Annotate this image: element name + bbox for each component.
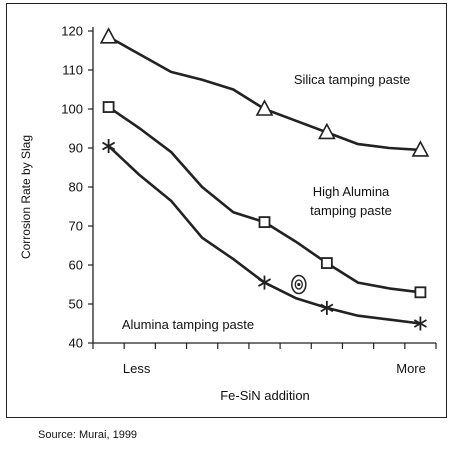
y-tick-label: 100 — [61, 102, 83, 117]
series-square — [102, 101, 427, 299]
annotation-label: Alumina tamping paste — [122, 317, 254, 332]
square-marker — [102, 101, 115, 113]
y-tick-label: 90 — [69, 141, 83, 156]
triangle-marker — [99, 27, 118, 44]
x-label-less: Less — [123, 361, 151, 376]
square-marker — [258, 216, 271, 229]
source-note: Source: Murai, 1999 — [38, 429, 138, 441]
series-line — [107, 35, 421, 152]
series-asterisk — [102, 139, 427, 331]
triangle-marker — [411, 140, 430, 157]
triangle-marker — [255, 99, 274, 116]
chart-frame — [6, 3, 447, 418]
y-tick-label: 80 — [69, 180, 83, 195]
y-tick-label: 120 — [61, 24, 83, 39]
square-marker — [414, 286, 427, 299]
y-tick-label: 70 — [69, 219, 83, 234]
y-tick-label: 110 — [62, 63, 83, 78]
asterisk-marker-stroke — [413, 319, 427, 328]
triangle-marker — [318, 122, 336, 140]
x-label-more: More — [396, 361, 426, 376]
asterisk-marker-stroke — [320, 303, 334, 313]
series-triangle — [99, 27, 430, 157]
asterisk-marker-stroke — [257, 278, 272, 287]
square-marker — [320, 257, 333, 269]
y-tick-label: 50 — [69, 297, 83, 312]
series-line — [107, 106, 421, 294]
series-line — [107, 145, 421, 325]
x-axis-title: Fe-SiN addition — [220, 388, 310, 403]
y-tick-label: 60 — [69, 258, 83, 273]
circled-dot-marker-center — [297, 282, 301, 287]
annotation-label: High Alumina — [313, 184, 390, 199]
annotation-label: tamping paste — [310, 203, 392, 218]
asterisk-marker-stroke — [102, 141, 116, 151]
y-axis-title: Corrosion Rate by Slag — [19, 135, 33, 259]
annotation-label: Silica tamping paste — [294, 72, 410, 87]
y-tick-label: 40 — [69, 336, 83, 351]
